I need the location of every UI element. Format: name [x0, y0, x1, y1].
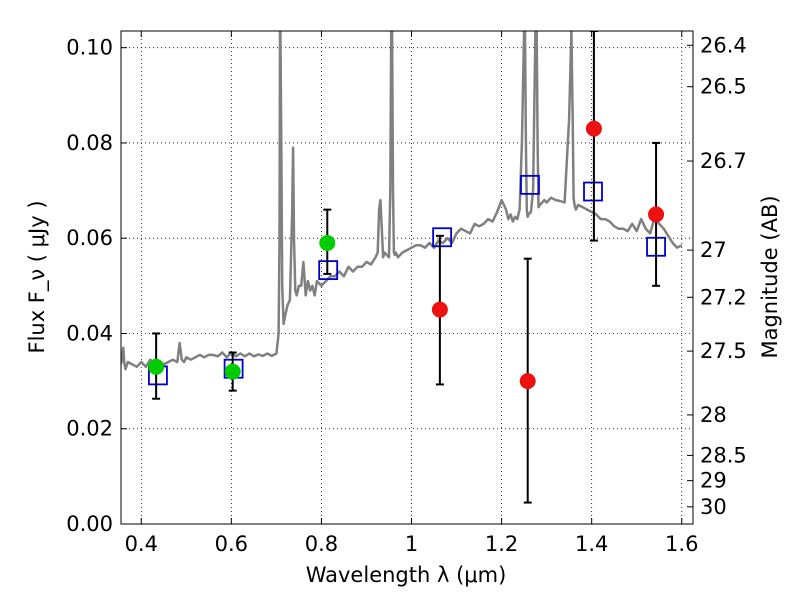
y2-tick-label: 30: [700, 495, 727, 519]
x-tick-label: 1.6: [665, 532, 698, 556]
y-tick-label: 0.08: [66, 131, 113, 155]
detection-point-marker: [148, 358, 165, 375]
y2-tick-label: 27: [700, 238, 727, 262]
red-point-marker: [431, 301, 448, 318]
y-tick-label: 0.10: [66, 36, 113, 60]
y-tick-label: 0.06: [66, 226, 113, 250]
detection-point-marker: [319, 234, 336, 251]
plot-background: [121, 31, 693, 524]
plot-area: [121, 31, 683, 504]
model-point-marker: [432, 227, 453, 248]
x-tick-label: 0.6: [215, 532, 248, 556]
x-tick-label: 0.4: [125, 532, 158, 556]
y2-tick-label: 26.7: [700, 149, 747, 173]
tick-labels: 0.4 0.6 0.8 1 1.2 1.4 1.6 0.00 0.02 0.04 0.06 0.08 0…: [66, 33, 747, 556]
x-tick-label: 1.2: [485, 532, 518, 556]
red-point-marker: [519, 373, 536, 390]
red-point-marker: [585, 120, 602, 137]
x-tick-label: 1.4: [575, 532, 608, 556]
red-point-marker: [648, 206, 665, 223]
x-tick-label: 0.8: [305, 532, 338, 556]
y-tick-label: 0.02: [66, 417, 113, 441]
model-point-marker: [520, 174, 540, 195]
plot-frame: [120, 30, 694, 525]
y-tick-label: 0.00: [66, 512, 113, 536]
y2-tick-label: 27.2: [700, 285, 747, 309]
y2-tick-label: 28.5: [700, 443, 747, 467]
axis-ticks: [121, 31, 693, 525]
x-axis-label: Wavelength λ (μm): [306, 563, 507, 587]
detection-point-marker: [224, 363, 241, 380]
y2-tick-label: 26.5: [700, 75, 747, 99]
y2-tick-label: 29: [700, 469, 727, 493]
x-tick-label: 1: [405, 532, 418, 556]
y2-tick-label: 26.4: [700, 33, 747, 57]
y-axis-label: Flux F_ν ( μJy ): [25, 200, 50, 353]
y-tick-label: 0.04: [66, 321, 113, 345]
y2-axis-label: Magnitude (AB): [758, 195, 782, 358]
y2-tick-label: 27.5: [700, 339, 747, 363]
y2-tick-label: 28: [700, 403, 727, 427]
